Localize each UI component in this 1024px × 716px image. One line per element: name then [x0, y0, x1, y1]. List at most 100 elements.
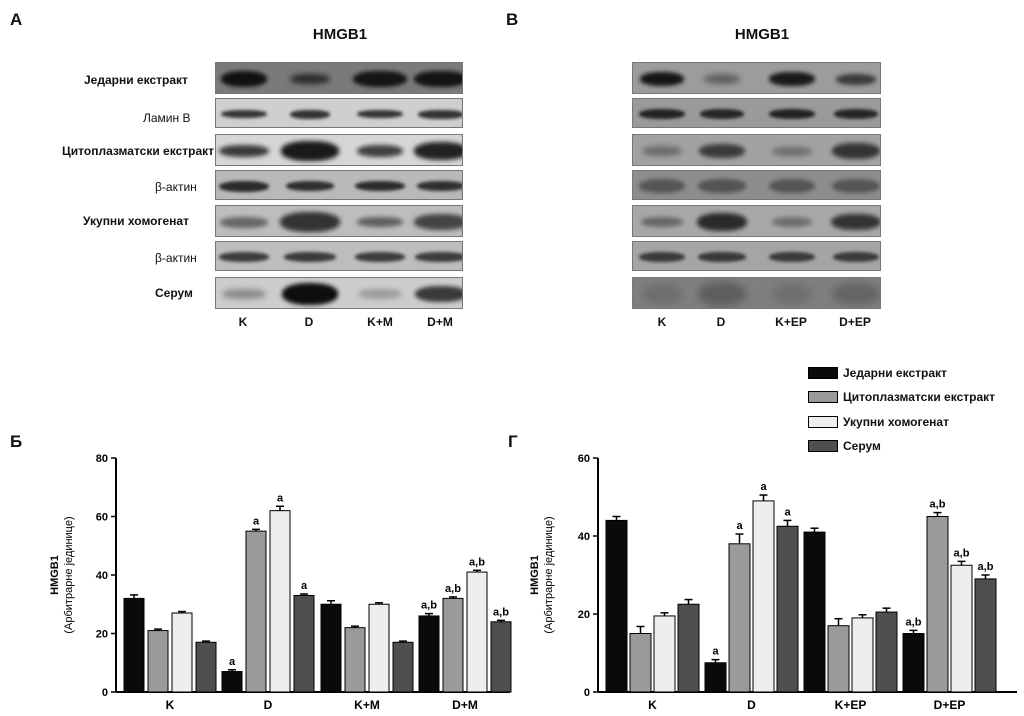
lane-label-b-3: K+EP: [775, 315, 807, 329]
bar: [442, 597, 464, 693]
panel-letter-b: B: [506, 10, 519, 29]
y-tick-label: 60: [96, 512, 108, 524]
blot-a-band: [355, 181, 405, 191]
bar: [851, 617, 874, 693]
legend-label-nuclear: Једарни екстракт: [843, 366, 947, 380]
significance-label: a,b: [421, 600, 437, 612]
blot-a-band: [284, 252, 336, 262]
legend-swatch-cytoplasm: [808, 391, 838, 403]
bar: [368, 603, 390, 693]
blot-b-band: [772, 217, 812, 227]
significance-label: a: [760, 481, 767, 493]
blot-a-band: [415, 286, 462, 302]
row-label-serum: Серум: [155, 286, 193, 300]
blot-a-band: [415, 252, 462, 262]
bar: [728, 543, 751, 693]
y-tick-label: 40: [96, 570, 108, 582]
x-category-label: K: [648, 698, 657, 712]
blot-a-band: [357, 217, 403, 227]
bar: [245, 530, 267, 693]
legend-swatch-homogenate: [808, 416, 838, 428]
blot-b-band: [831, 214, 880, 230]
blot-a-strip-6: [215, 241, 463, 271]
blot-a-strip-5: [215, 205, 463, 237]
panel-letter-a: A: [10, 10, 23, 29]
panel-letter-c: Б: [10, 432, 23, 451]
bar: [677, 603, 700, 693]
row-label-nuclear: Једарни екстракт: [84, 73, 188, 87]
bar: [123, 597, 145, 693]
x-category-label: K+EP: [835, 698, 867, 712]
bar: [147, 630, 169, 693]
blot-a-band: [353, 71, 407, 87]
bar: [605, 519, 628, 693]
blot-b-strip-3: [632, 134, 881, 166]
legend-label-serum: Серум: [843, 439, 881, 453]
blot-a-strip-3: [215, 134, 463, 166]
blot-a-band: [290, 109, 330, 119]
significance-label: a,b: [978, 561, 994, 573]
significance-label: a,b: [493, 606, 509, 618]
significance-label: a,b: [906, 616, 922, 628]
blot-a-band: [220, 216, 268, 228]
blot-b-strip-2: [632, 98, 881, 128]
lane-label-a-1: K: [238, 315, 248, 329]
significance-label: a: [253, 515, 260, 527]
bar: [344, 627, 366, 693]
row-label-homogenate: Укупни хомогенат: [83, 214, 189, 228]
bar-chart-hmgb1-m: 0 20 40 60 80 HMGB1 (Арбитрарне јединице) Ka a a a…: [49, 453, 512, 712]
legend-label-cytoplasm: Цитоплазматски екстракт: [843, 390, 996, 404]
blot-b-strip-4: [632, 170, 881, 200]
x-category-label: K: [166, 698, 175, 712]
blot-a-band: [221, 71, 267, 87]
bar: [466, 571, 488, 693]
blot-a-band: [221, 110, 267, 118]
blot-b-band: [698, 282, 746, 306]
y-tick-label: 80: [96, 453, 108, 465]
significance-label: a,b: [930, 499, 946, 511]
x-category-label: D: [747, 698, 756, 712]
bar: [490, 621, 512, 693]
legend-label-homogenate: Укупни хомогенат: [843, 415, 949, 429]
panel-letter-d: Г: [508, 432, 518, 451]
lane-label-b-2: D: [716, 315, 726, 329]
bar: [974, 578, 997, 693]
blot-a-band: [286, 181, 334, 191]
row-label-cytoplasm: Цитоплазматски екстракт: [62, 144, 215, 158]
blot-a-band: [219, 180, 269, 192]
bar: [902, 633, 925, 693]
legend-swatch-nuclear: [808, 367, 838, 379]
y-axis-label-units: (Арбитрарне јединице): [63, 516, 75, 633]
blot-a-band: [281, 141, 339, 161]
blot-b-band: [639, 179, 685, 193]
blot-b-band: [833, 252, 879, 262]
row-label-lamin: Ламин B: [143, 111, 191, 125]
bar: [320, 603, 342, 693]
x-category-label: D+EP: [934, 698, 966, 712]
bar: [171, 612, 193, 693]
legend-swatch-serum: [808, 440, 838, 452]
blot-b-band: [640, 72, 684, 86]
blot-a-band: [414, 142, 462, 160]
blot-a-band: [414, 214, 462, 230]
bar: [653, 615, 676, 693]
bar: [392, 641, 414, 693]
bar: [629, 633, 652, 693]
y-tick-label: 20: [96, 629, 108, 641]
blot-b-band: [769, 109, 815, 119]
lane-label-a-3: K+M: [367, 315, 393, 329]
y-tick-label: 40: [578, 531, 590, 543]
blot-b-band: [769, 72, 815, 86]
bar: [752, 500, 775, 693]
blot-b-band: [832, 143, 880, 159]
blot-b-band: [704, 74, 740, 84]
significance-label: a,b: [469, 556, 485, 568]
significance-label: a: [736, 520, 743, 532]
blot-b-band: [769, 252, 815, 262]
bar: [926, 516, 949, 693]
y-axis-label: HMGB1: [49, 555, 61, 595]
blot-a-band: [414, 71, 462, 87]
blot-b-band: [700, 109, 744, 119]
blot-b-band: [832, 283, 880, 305]
y-tick-label: 60: [578, 453, 590, 465]
